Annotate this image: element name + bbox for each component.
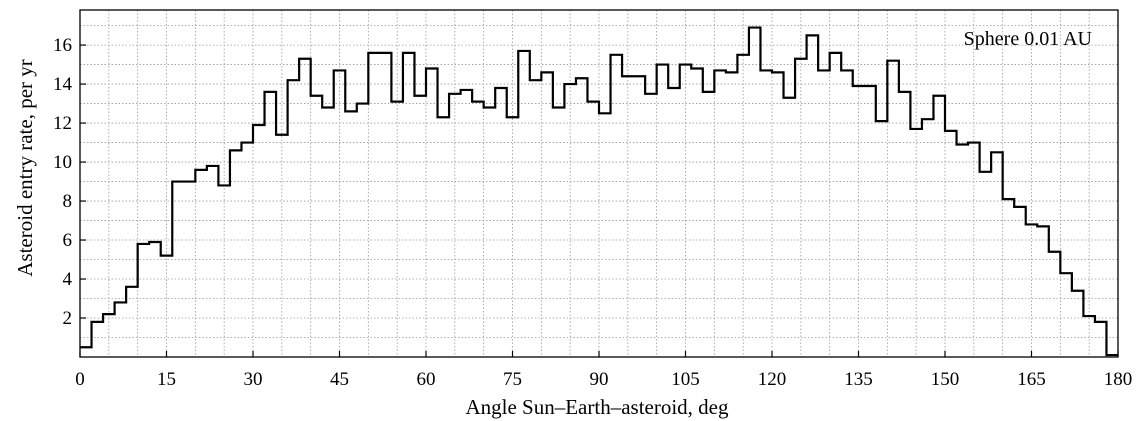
histogram-step-line: [80, 26, 1118, 357]
plot-frame: [79, 9, 1119, 358]
y-axis-ticks: 2 4 6 8 10 12 14 16: [53, 35, 86, 329]
y-tick-label: 2: [63, 308, 73, 329]
x-tick-label: 60: [417, 369, 436, 390]
x-axis-title: Angle Sun–Earth–asteroid, deg: [465, 395, 729, 419]
x-tick-label: 45: [330, 369, 349, 390]
x-tick-label: 30: [244, 369, 263, 390]
chart-annotation: Sphere 0.01 AU: [964, 28, 1093, 50]
x-tick-label: 165: [1017, 369, 1046, 390]
y-tick-label: 6: [63, 230, 73, 251]
x-tick-label: 150: [931, 369, 960, 390]
x-tick-label: 180: [1104, 369, 1133, 390]
y-tick-label: 8: [63, 191, 73, 212]
x-tick-label: 105: [671, 369, 700, 390]
x-tick-label: 90: [590, 369, 609, 390]
x-tick-label: 0: [75, 369, 85, 390]
x-tick-label: 120: [758, 369, 787, 390]
grid-lines: [80, 10, 1118, 357]
x-tick-label: 15: [157, 369, 176, 390]
y-axis-title: Asteroid entry rate, per yr: [13, 59, 37, 277]
x-axis-ticks: 0 15 30 45 60 75 90 105 120 135 150 165 180: [75, 351, 1132, 390]
y-tick-label: 12: [53, 113, 72, 134]
x-tick-label: 135: [844, 369, 873, 390]
y-tick-label: 14: [53, 74, 73, 95]
y-tick-label: 10: [53, 152, 72, 173]
y-tick-label: 4: [63, 269, 73, 290]
y-tick-label: 16: [53, 35, 72, 56]
x-tick-label: 75: [503, 369, 522, 390]
